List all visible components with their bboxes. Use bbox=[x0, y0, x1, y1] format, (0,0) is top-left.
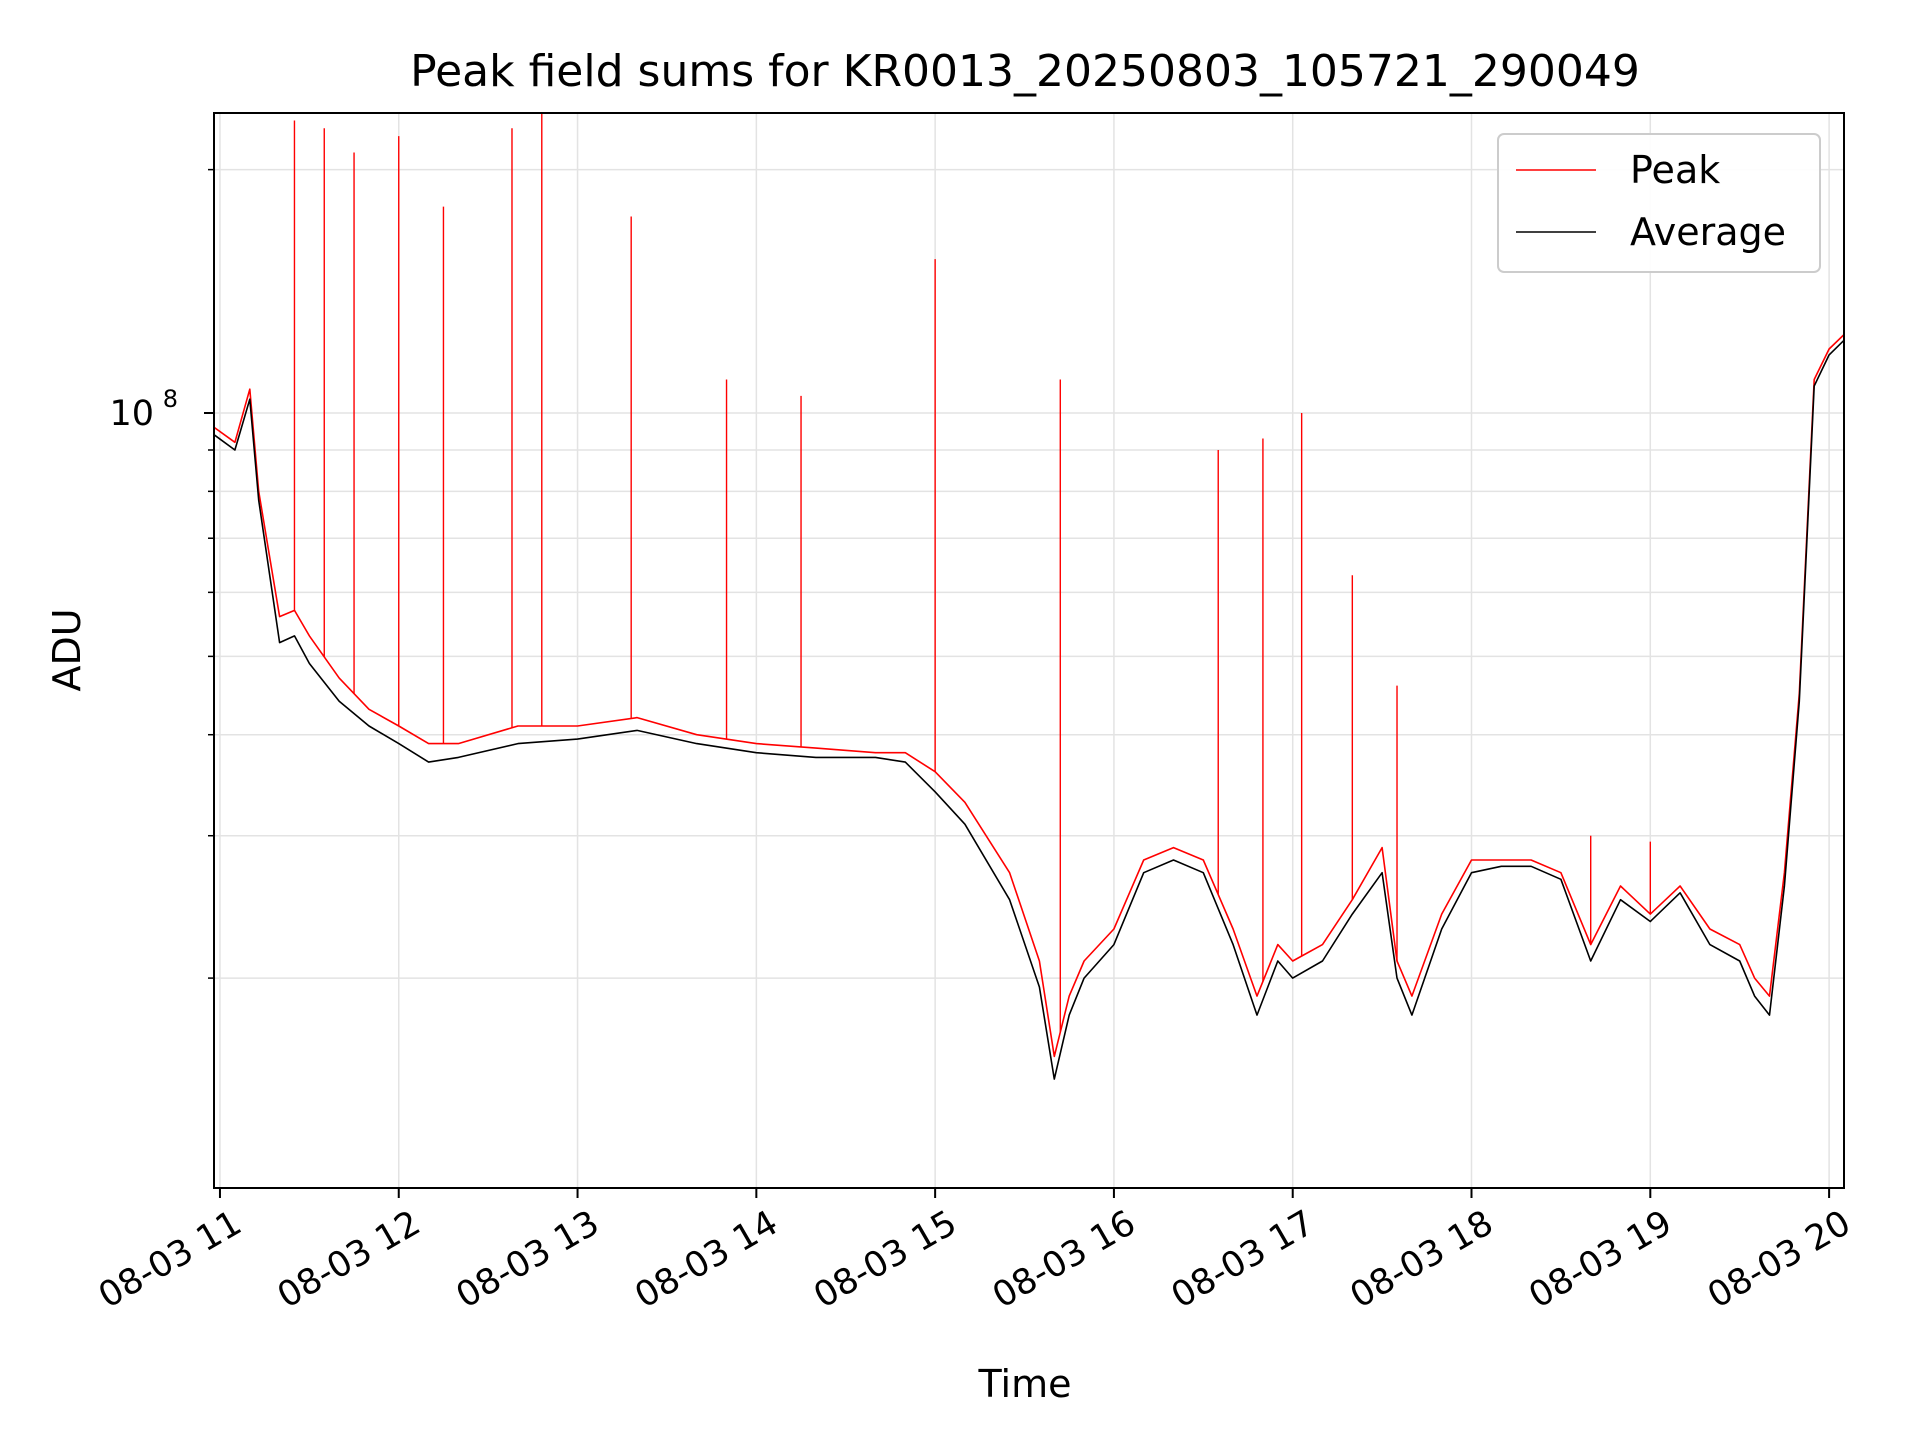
y-tick-label: 10 bbox=[109, 394, 154, 434]
legend-label-peak: Peak bbox=[1630, 148, 1720, 192]
series-line-peak bbox=[214, 334, 1844, 1058]
plot-frame bbox=[213, 112, 1845, 1189]
chart-title: Peak field sums for KR0013_20250803_1057… bbox=[410, 46, 1640, 97]
y-axis-label: ADU bbox=[45, 608, 89, 691]
legend-label-average: Average bbox=[1630, 210, 1786, 254]
x-axis-label: Time bbox=[978, 1362, 1072, 1406]
series-group bbox=[214, 113, 1844, 1080]
plot-area bbox=[214, 113, 1844, 1080]
legend: Peak Average bbox=[1497, 133, 1821, 273]
series-line-average bbox=[214, 339, 1844, 1080]
y-tick-exponent: 8 bbox=[163, 385, 178, 413]
legend-box bbox=[1497, 133, 1821, 273]
